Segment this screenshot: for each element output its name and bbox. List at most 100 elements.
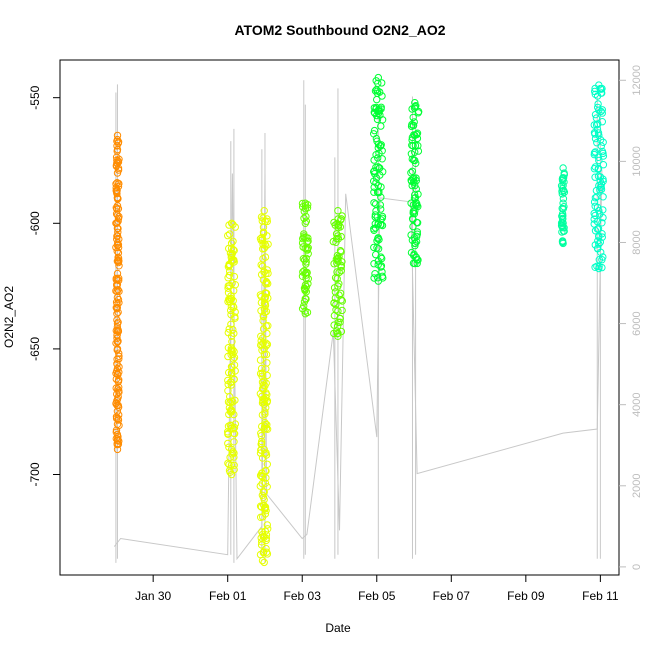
data-point bbox=[115, 256, 123, 265]
data-point bbox=[336, 289, 345, 297]
data-point bbox=[259, 313, 268, 321]
data-point bbox=[230, 423, 239, 432]
data-point bbox=[225, 260, 233, 269]
data-point bbox=[257, 213, 266, 221]
right-y-tick-label: 10000 bbox=[631, 146, 643, 177]
data-point bbox=[302, 295, 310, 303]
data-point bbox=[112, 369, 120, 378]
data-point bbox=[257, 332, 265, 340]
data-point bbox=[114, 308, 122, 316]
data-point bbox=[264, 279, 272, 288]
data-point bbox=[263, 421, 271, 429]
data-point bbox=[593, 139, 601, 147]
data-point bbox=[591, 90, 599, 99]
data-point bbox=[378, 147, 386, 155]
data-point bbox=[261, 449, 269, 458]
data-point bbox=[591, 134, 600, 143]
data-point bbox=[229, 355, 237, 363]
data-point bbox=[371, 87, 380, 95]
data-point bbox=[260, 207, 268, 215]
data-point bbox=[259, 513, 267, 521]
data-point bbox=[372, 77, 380, 85]
data-point bbox=[298, 199, 307, 208]
data-point bbox=[264, 322, 272, 330]
data-point bbox=[374, 274, 382, 282]
data-point bbox=[333, 322, 342, 330]
data-point bbox=[372, 179, 380, 187]
right-y-tick-label: 6000 bbox=[631, 311, 643, 335]
data-point bbox=[597, 183, 605, 191]
data-point bbox=[413, 129, 422, 137]
data-point bbox=[599, 152, 608, 160]
data-point bbox=[330, 329, 338, 338]
data-point bbox=[226, 261, 234, 269]
data-point bbox=[112, 326, 121, 335]
data-point bbox=[114, 195, 122, 203]
data-point bbox=[224, 282, 233, 290]
data-point bbox=[377, 263, 385, 271]
data-point bbox=[559, 205, 567, 213]
data-point bbox=[115, 349, 123, 357]
data-point bbox=[258, 346, 266, 354]
data-point bbox=[258, 378, 267, 386]
data-point bbox=[225, 325, 233, 333]
data-point bbox=[258, 233, 266, 242]
data-point bbox=[407, 169, 415, 177]
x-tick-label: Jan 30 bbox=[135, 589, 171, 603]
data-point bbox=[302, 212, 310, 221]
y-tick-label: -550 bbox=[28, 85, 42, 109]
data-point bbox=[256, 356, 265, 364]
data-point bbox=[378, 155, 386, 163]
data-point bbox=[300, 302, 308, 310]
data-point bbox=[596, 210, 604, 218]
right-y-tick-label: 2000 bbox=[631, 474, 643, 498]
data-point bbox=[413, 134, 422, 143]
data-point bbox=[115, 383, 123, 391]
data-point bbox=[256, 449, 265, 457]
data-point bbox=[257, 534, 265, 542]
data-point bbox=[370, 188, 378, 196]
data-point bbox=[261, 418, 269, 427]
data-point bbox=[227, 347, 235, 355]
x-tick-label: Feb 01 bbox=[209, 589, 247, 603]
data-point bbox=[256, 502, 265, 510]
data-point bbox=[257, 261, 265, 269]
data-point bbox=[115, 262, 123, 270]
data-point bbox=[409, 113, 417, 122]
data-point bbox=[559, 223, 567, 232]
right-y-tick-label: 4000 bbox=[631, 392, 643, 416]
data-point bbox=[259, 255, 267, 263]
data-point bbox=[227, 320, 235, 328]
data-point bbox=[593, 262, 601, 270]
x-tick-label: Feb 09 bbox=[507, 589, 545, 603]
data-point bbox=[114, 205, 123, 213]
data-point bbox=[113, 202, 122, 210]
right-y-tick-label: 8000 bbox=[631, 230, 643, 254]
data-point bbox=[376, 201, 384, 209]
data-point bbox=[115, 388, 123, 396]
data-point bbox=[412, 174, 420, 182]
data-point bbox=[411, 148, 419, 157]
data-point bbox=[262, 404, 270, 412]
data-point bbox=[598, 219, 606, 227]
data-point bbox=[257, 503, 266, 511]
data-point bbox=[112, 162, 121, 171]
data-point bbox=[303, 246, 311, 254]
data-point bbox=[258, 217, 266, 225]
data-point bbox=[113, 430, 122, 439]
data-point bbox=[598, 118, 606, 126]
data-point bbox=[373, 213, 381, 221]
data-point bbox=[302, 254, 310, 262]
data-point bbox=[595, 240, 603, 248]
data-point bbox=[331, 221, 339, 229]
data-point bbox=[112, 180, 120, 188]
axes-layer: Jan 30 Feb 01 Feb 03 Feb 05 Feb 07 Feb 09 Feb … bbox=[28, 65, 643, 603]
data-series bbox=[407, 99, 423, 268]
data-point bbox=[264, 525, 272, 533]
data-point bbox=[411, 99, 419, 107]
data-point bbox=[371, 220, 379, 228]
data-point bbox=[113, 159, 121, 167]
data-point bbox=[334, 215, 342, 223]
data-point bbox=[409, 215, 417, 224]
data-point bbox=[263, 329, 271, 338]
